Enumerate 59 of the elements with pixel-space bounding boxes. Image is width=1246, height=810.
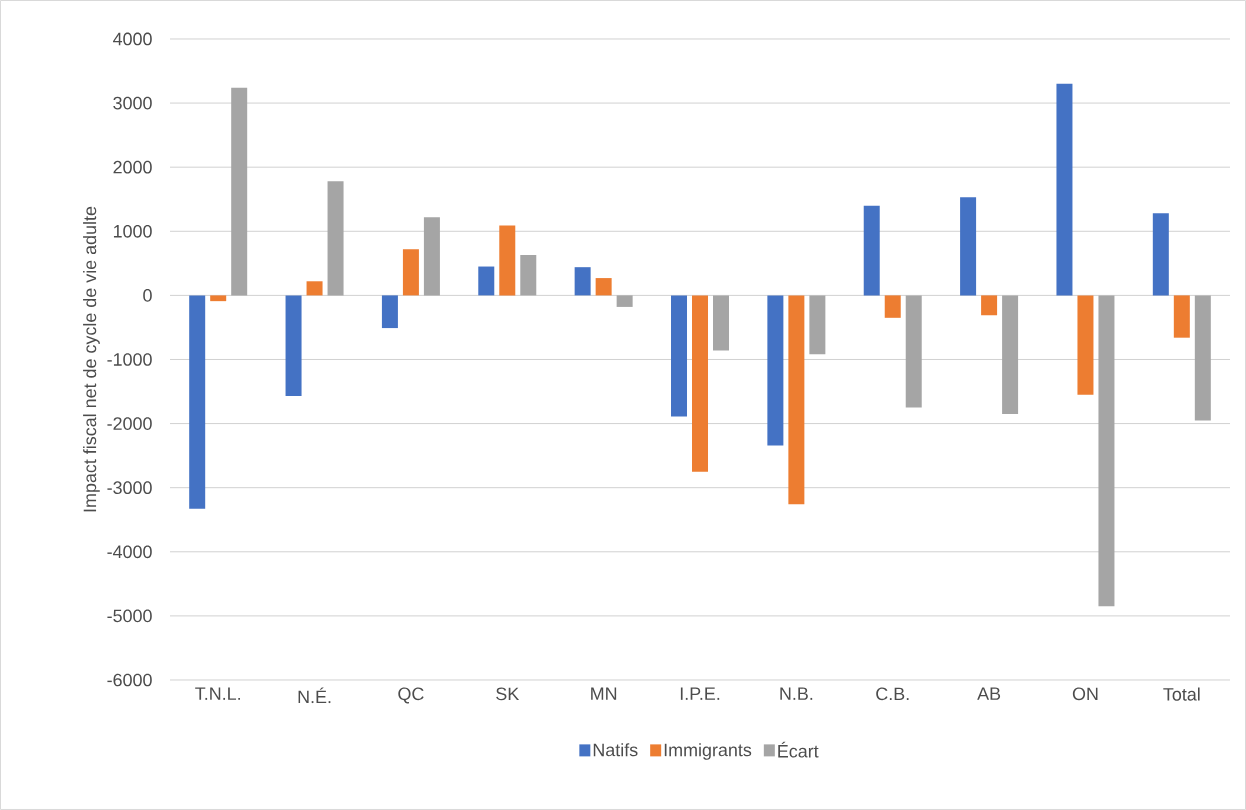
x-tick-label: C.B. [876, 687, 909, 701]
bar [671, 295, 687, 417]
bar [1194, 295, 1211, 421]
x-tick-label: T.N.L. [195, 687, 240, 700]
y-tick-label: 2000 [113, 160, 152, 174]
bar [1098, 295, 1115, 607]
y-tick-label: -3000 [107, 481, 152, 495]
bar [809, 295, 826, 355]
bar [713, 295, 730, 351]
y-tick-label: 0 [143, 289, 152, 302]
bar [595, 278, 612, 296]
x-tick-label: SK [496, 687, 520, 701]
bar [1002, 295, 1019, 414]
bar [402, 249, 419, 296]
y-tick-label: -4000 [107, 545, 152, 559]
x-tick-label: ON [1072, 687, 1098, 701]
y-tick-label: 4000 [113, 32, 152, 46]
y-tick-label: -2000 [107, 417, 152, 430]
x-tick-label: N.É. [298, 687, 331, 704]
bar [981, 295, 998, 316]
bar [767, 295, 784, 446]
x-tick-label: AB [977, 687, 1001, 700]
x-tick-label: Total [1163, 687, 1200, 701]
y-tick-label: 1000 [113, 224, 152, 238]
bar [1056, 83, 1073, 296]
bar [905, 295, 922, 408]
bar [1173, 295, 1190, 338]
bar [499, 225, 516, 296]
legend-label: Écart [778, 741, 819, 758]
y-tick-label: -6000 [107, 673, 152, 687]
bar [306, 281, 323, 296]
bar [327, 181, 344, 296]
bar [788, 295, 805, 505]
x-tick-label: MN [591, 687, 617, 700]
bar [863, 205, 880, 296]
bar [285, 295, 302, 397]
bar [1077, 295, 1094, 395]
y-tick-label: -5000 [107, 609, 152, 623]
bar [574, 267, 591, 296]
legend-label: Immigrants [664, 743, 752, 760]
y-axis-title: Impact fiscal net de cycle de vie adulte [83, 206, 100, 512]
bar [381, 295, 398, 329]
y-tick-label: 3000 [113, 96, 152, 110]
x-tick-label: I.P.E. [680, 687, 720, 700]
x-tick-label: N.B. [780, 687, 813, 700]
bar [1152, 213, 1169, 296]
bar [960, 197, 977, 296]
bar [692, 295, 709, 472]
bar [189, 295, 206, 509]
bar [478, 266, 495, 296]
bar [231, 87, 248, 296]
legend-label: Natifs [593, 743, 638, 757]
bar [423, 217, 440, 296]
y-tick-label: -1000 [107, 353, 152, 366]
bar [520, 255, 537, 296]
bar [210, 295, 227, 302]
bar [884, 295, 901, 318]
bar [616, 295, 633, 307]
x-tick-label: QC [398, 687, 424, 704]
